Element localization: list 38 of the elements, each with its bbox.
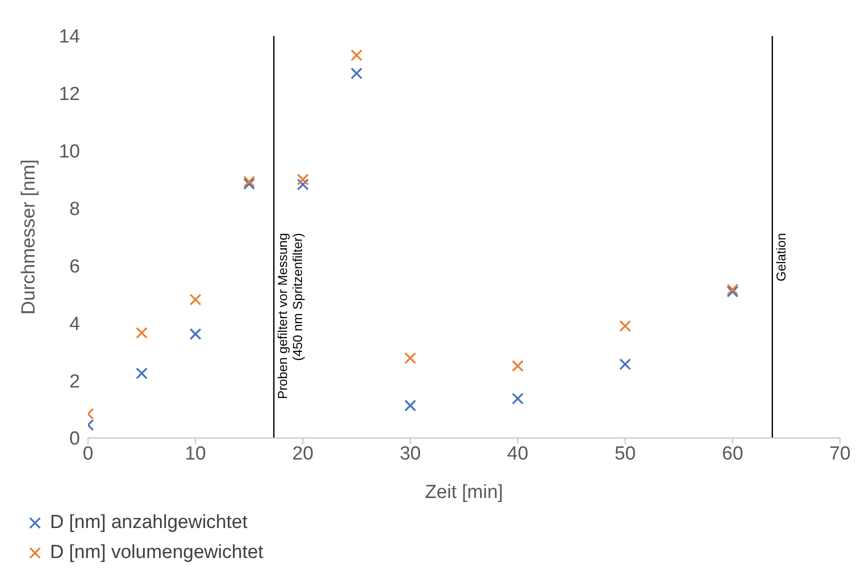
- point: [296, 174, 309, 186]
- y-tick-label: 6: [69, 256, 80, 278]
- point: [136, 327, 148, 339]
- point: [512, 392, 524, 405]
- point: [350, 67, 362, 80]
- ref-line-label: Gelation: [773, 232, 788, 282]
- point: [296, 178, 309, 190]
- x-tick-label: 0: [82, 443, 94, 464]
- y-tick-label: 14: [58, 26, 80, 48]
- legend-label: D [nm] anzahlgewichtet: [50, 512, 248, 534]
- y-axis-title: Durchmesser [nm]: [18, 159, 40, 315]
- ref-line-label: Proben gefiltert vor Messung (450 nm Spritzenfilter): [274, 232, 305, 400]
- legend-label: D [nm] volumengewichtet: [50, 542, 264, 564]
- y-tick-label: 4: [69, 314, 80, 335]
- x-tick-label: 40: [507, 443, 528, 464]
- point: [190, 294, 202, 306]
- x-tick-label: 50: [614, 443, 636, 464]
- point: [619, 320, 632, 332]
- point: [404, 400, 416, 412]
- y-tick-label: 2: [69, 371, 80, 392]
- x-tick-label: 30: [400, 443, 421, 464]
- point: [404, 352, 416, 364]
- x-tick-label: 20: [292, 443, 314, 464]
- x-tick-label: 10: [184, 443, 206, 464]
- y-tick-label: 10: [58, 142, 80, 163]
- point: [190, 328, 202, 340]
- y-tick-label: 0: [69, 428, 80, 450]
- point: [243, 178, 256, 190]
- x-tick-label: 70: [829, 443, 851, 464]
- point: [136, 367, 148, 380]
- y-tick-label: 12: [58, 84, 80, 106]
- point: [619, 358, 632, 370]
- point: [350, 49, 362, 62]
- x-tick-label: 60: [722, 443, 744, 464]
- y-tick-label: 8: [69, 199, 80, 220]
- x-axis-title: Zeit [min]: [424, 482, 504, 503]
- point: [512, 360, 524, 372]
- point: [243, 176, 256, 188]
